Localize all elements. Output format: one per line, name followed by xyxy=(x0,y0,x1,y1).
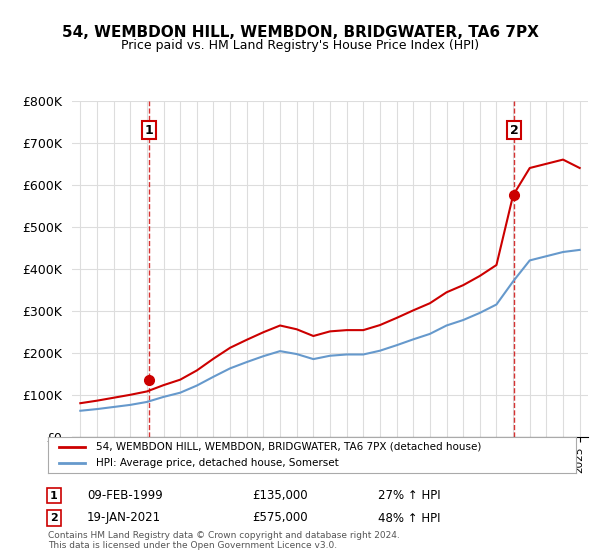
Text: 54, WEMBDON HILL, WEMBDON, BRIDGWATER, TA6 7PX: 54, WEMBDON HILL, WEMBDON, BRIDGWATER, T… xyxy=(62,25,538,40)
Text: £135,000: £135,000 xyxy=(252,489,308,502)
Text: 27% ↑ HPI: 27% ↑ HPI xyxy=(378,489,440,502)
Text: HPI: Average price, detached house, Somerset: HPI: Average price, detached house, Some… xyxy=(95,458,338,468)
Text: £575,000: £575,000 xyxy=(252,511,308,525)
Text: 2: 2 xyxy=(509,124,518,137)
Text: 48% ↑ HPI: 48% ↑ HPI xyxy=(378,511,440,525)
Text: 2: 2 xyxy=(50,513,58,523)
Text: Contains HM Land Registry data © Crown copyright and database right 2024.
This d: Contains HM Land Registry data © Crown c… xyxy=(48,530,400,550)
Text: 09-FEB-1999: 09-FEB-1999 xyxy=(87,489,163,502)
Text: 54, WEMBDON HILL, WEMBDON, BRIDGWATER, TA6 7PX (detached house): 54, WEMBDON HILL, WEMBDON, BRIDGWATER, T… xyxy=(95,442,481,452)
Text: 19-JAN-2021: 19-JAN-2021 xyxy=(87,511,161,525)
Text: 1: 1 xyxy=(50,491,58,501)
Text: 1: 1 xyxy=(145,124,153,137)
Text: Price paid vs. HM Land Registry's House Price Index (HPI): Price paid vs. HM Land Registry's House … xyxy=(121,39,479,52)
